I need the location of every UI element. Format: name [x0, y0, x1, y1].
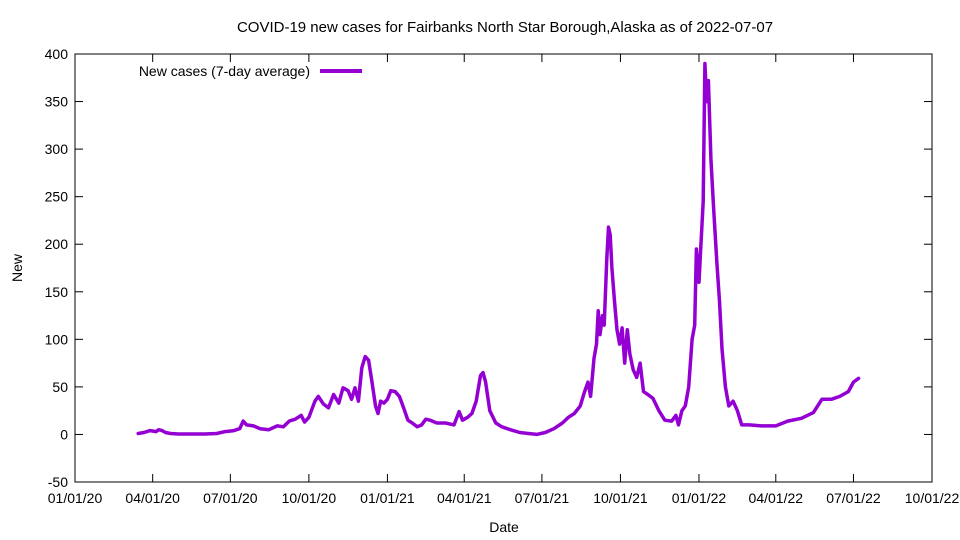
x-axis: 01/01/20 04/01/20 07/01/20 10/01/20 01/01/21…	[48, 54, 960, 506]
plot-area	[74, 53, 933, 483]
x-tick-label: 04/01/20	[125, 490, 180, 506]
y-tick-label: 0	[60, 426, 68, 442]
y-axis-label: New	[9, 253, 25, 282]
x-tick-label: 04/01/21	[437, 490, 492, 506]
x-tick-label: 10/01/21	[593, 490, 648, 506]
x-axis-label: Date	[489, 519, 519, 535]
x-tick-label: 04/01/22	[749, 490, 804, 506]
y-axis: -50 0 50 100 150 200 250 300 350 400	[45, 46, 932, 490]
x-tick-label: 01/01/20	[48, 490, 103, 506]
y-tick-label: 250	[45, 189, 69, 205]
x-tick-label: 01/01/21	[360, 490, 415, 506]
y-tick-label: 350	[45, 94, 69, 110]
series-layer	[136, 61, 861, 437]
x-tick-label: 07/01/21	[515, 490, 570, 506]
x-tick-label: 10/01/20	[282, 490, 337, 506]
x-tick-label: 07/01/20	[203, 490, 258, 506]
chart-title: COVID-19 new cases for Fairbanks North S…	[237, 19, 773, 36]
x-tick-label: 07/01/22	[826, 490, 881, 506]
y-tick-label: -50	[48, 474, 68, 490]
y-tick-label: 150	[45, 284, 69, 300]
y-tick-label: 300	[45, 141, 69, 157]
legend: New cases (7-day average)	[139, 63, 362, 79]
y-tick-label: 100	[45, 331, 69, 347]
y-tick-label: 50	[52, 379, 68, 395]
y-tick-label: 400	[45, 46, 69, 62]
y-tick-label: 200	[45, 236, 69, 252]
legend-label: New cases (7-day average)	[139, 63, 310, 79]
x-tick-label: 10/01/22	[905, 490, 960, 506]
series-line	[136, 61, 861, 437]
x-tick-label: 01/01/22	[672, 490, 727, 506]
